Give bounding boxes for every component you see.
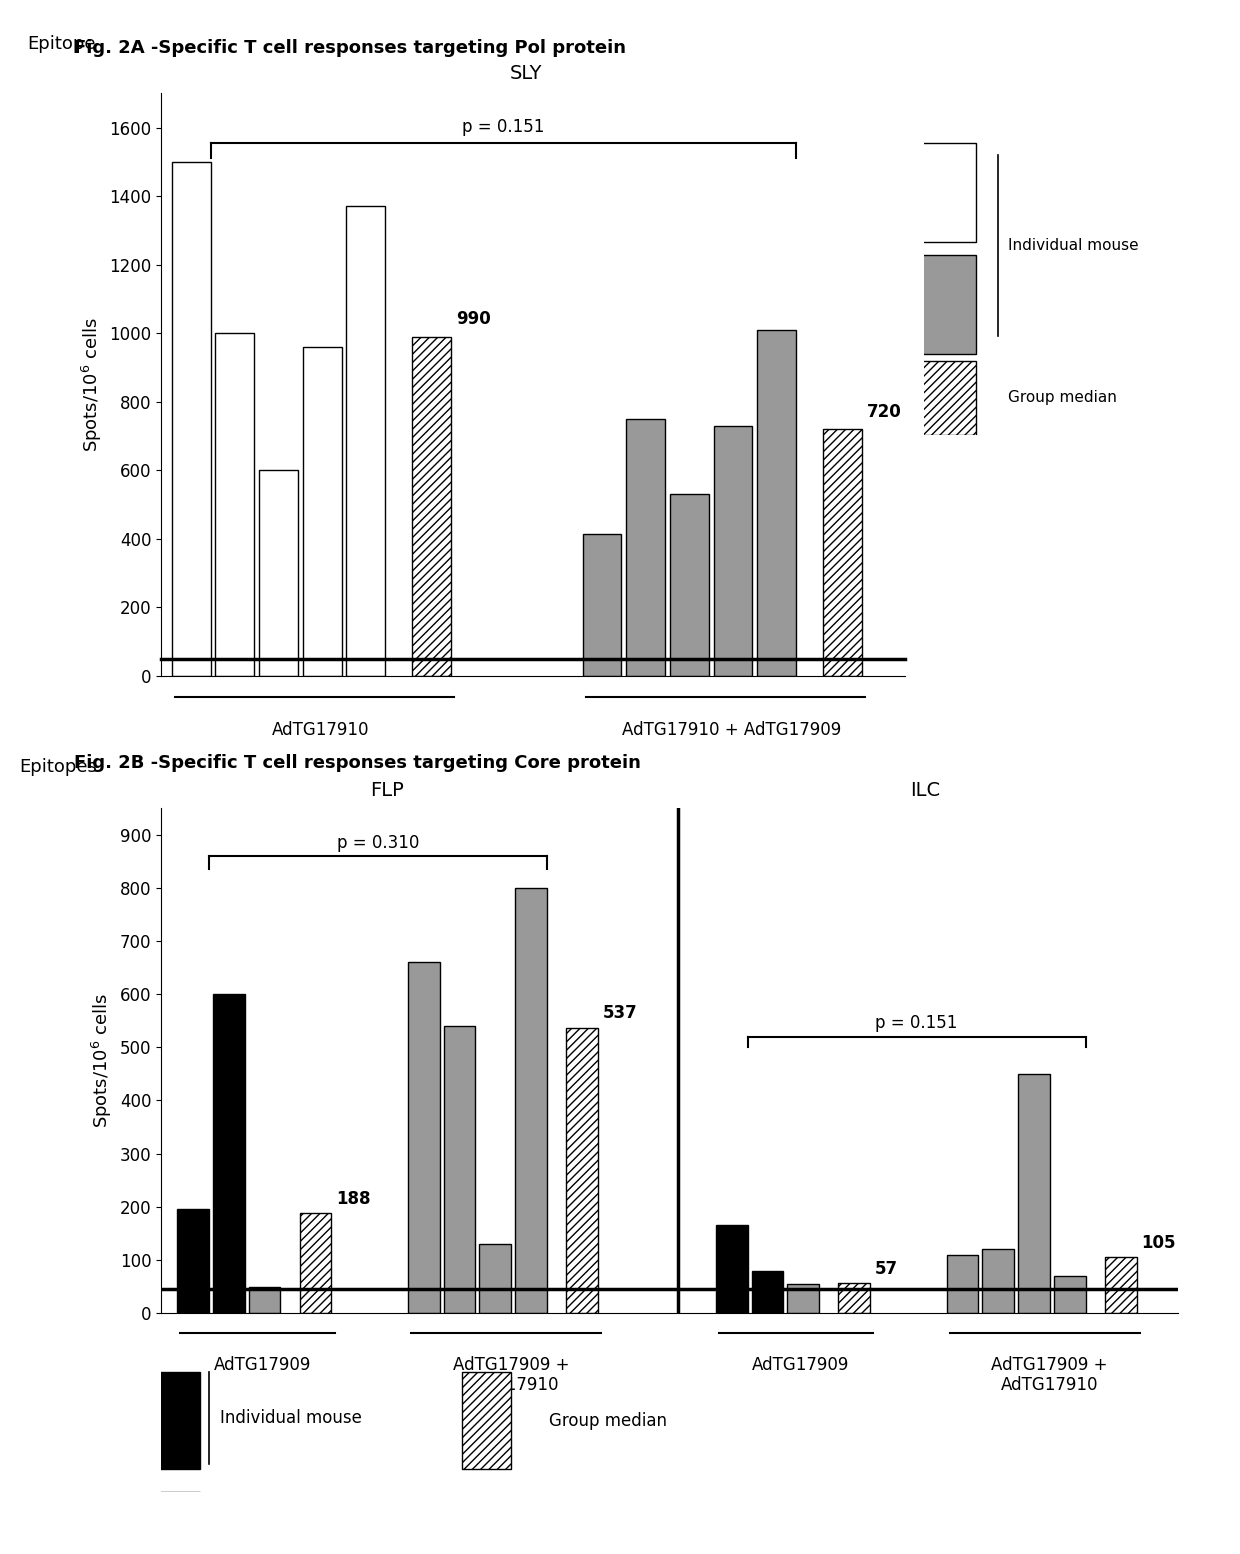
Text: Individual mouse: Individual mouse [221,1409,362,1427]
Bar [921,143,976,242]
Bar [823,429,862,676]
Text: p = 0.151: p = 0.151 [463,118,544,137]
Bar [408,962,440,1313]
Text: Group median: Group median [1008,390,1117,406]
Bar [480,1245,511,1313]
Text: AdTG17910 + AdTG17909: AdTG17910 + AdTG17909 [622,721,842,738]
Bar [946,1254,978,1313]
Text: Epitopes: Epitopes [19,758,97,775]
Bar [758,329,796,676]
Text: 537: 537 [603,1004,637,1023]
Bar [412,337,451,676]
Text: AdTG17910: AdTG17910 [273,721,370,738]
Text: AdTG17909: AdTG17909 [213,1355,311,1374]
Text: AdTG17909 +
AdTG17910: AdTG17909 + AdTG17910 [453,1355,569,1394]
Text: Fig. 2B -Specific T cell responses targeting Core protein: Fig. 2B -Specific T cell responses targe… [74,754,641,772]
Text: 990: 990 [456,311,491,328]
Bar [1105,1257,1137,1313]
Bar [751,1271,784,1313]
Bar [248,1287,280,1313]
Bar [670,494,709,676]
Bar [1018,1074,1050,1313]
Bar [715,1226,748,1313]
Bar [303,347,341,676]
Bar [160,1492,200,1554]
Text: SLY: SLY [510,64,543,82]
Bar [177,1209,210,1313]
Bar [346,207,386,676]
Text: FLP: FLP [370,782,403,800]
Text: p = 0.151: p = 0.151 [875,1015,957,1032]
Text: AdTG17909: AdTG17909 [753,1355,849,1374]
Bar [216,333,254,676]
Bar [787,1284,820,1313]
Bar [171,162,211,676]
Bar [565,1027,598,1313]
Bar [259,471,298,676]
Text: 105: 105 [1141,1234,1176,1253]
Bar [444,1026,475,1313]
Bar [626,420,665,676]
Bar [1054,1276,1085,1313]
Bar [160,1372,200,1470]
Text: AdTG17909 +
AdTG17910: AdTG17909 + AdTG17910 [991,1355,1107,1394]
Bar [583,533,621,676]
Y-axis label: Spots/10$^6$ cells: Spots/10$^6$ cells [79,317,104,452]
Bar [921,361,976,435]
Text: 57: 57 [874,1259,898,1277]
Bar [461,1372,511,1470]
Text: Epitope: Epitope [27,34,95,53]
Bar [515,887,547,1313]
Text: Individual mouse: Individual mouse [1008,238,1138,253]
Bar [713,426,753,676]
Bar [982,1249,1014,1313]
Bar [921,255,976,354]
Text: Fig. 2A -Specific T cell responses targeting Pol protein: Fig. 2A -Specific T cell responses targe… [74,39,626,57]
Y-axis label: Spots/10$^6$ cells: Spots/10$^6$ cells [91,993,114,1128]
Text: 188: 188 [336,1190,371,1207]
Text: ILC: ILC [910,782,940,800]
Text: 720: 720 [867,402,901,421]
Bar [213,995,244,1313]
Text: Group median: Group median [549,1411,667,1430]
Bar [838,1284,870,1313]
Text: p = 0.310: p = 0.310 [337,833,419,852]
Bar [300,1214,331,1313]
